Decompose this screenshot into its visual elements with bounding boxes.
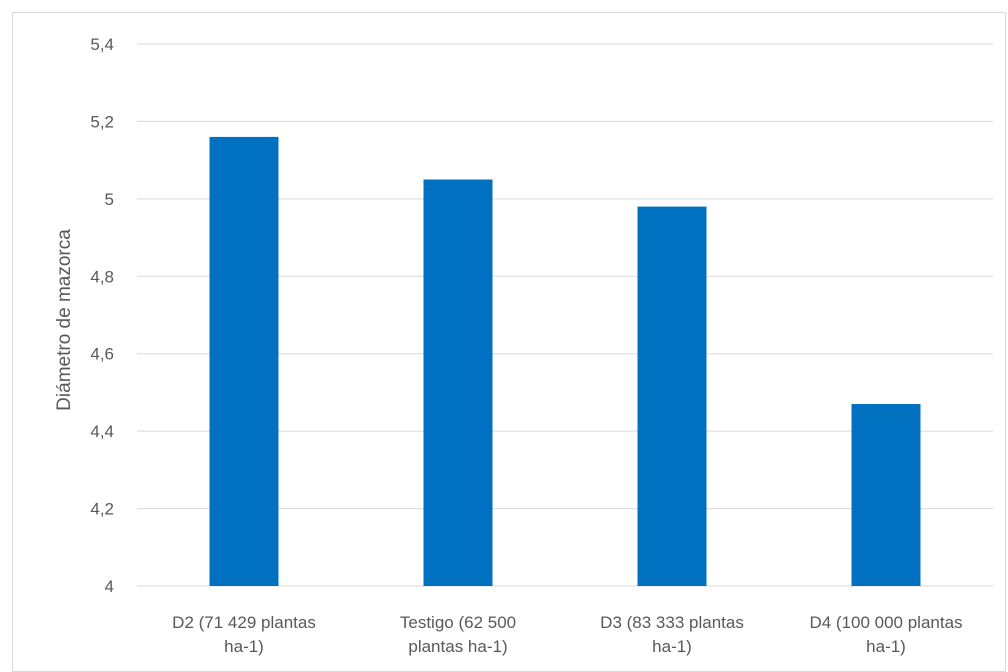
y-tick-label: 4,8 <box>90 267 114 286</box>
bar <box>637 206 707 586</box>
y-tick-label: 5 <box>105 190 114 209</box>
bar <box>209 136 279 586</box>
y-tick-labels: 4 4,2 4,4 4,6 4,8 5 5,2 5,4 <box>90 35 114 596</box>
x-tick-label: Testigo (62 500 plantas ha-1) <box>400 613 516 656</box>
y-axis-label: Diámetro de mazorca <box>54 229 75 411</box>
y-tick-label: 4,6 <box>90 345 114 364</box>
x-tick-labels: D2 (71 429 plantas ha-1) Testigo (62 500 pl… <box>172 613 962 656</box>
x-tick-label: D2 (71 429 plantas ha-1) <box>172 613 316 656</box>
bars <box>209 136 921 586</box>
y-tick-label: 4 <box>105 577 114 596</box>
x-tick-label: D4 (100 000 plantas ha-1) <box>809 613 962 656</box>
y-tick-label: 5,4 <box>90 35 114 54</box>
chart-frame <box>12 12 1006 672</box>
y-tick-label: 5,2 <box>90 112 114 131</box>
x-tick-label: D3 (83 333 plantas ha-1) <box>600 613 744 656</box>
bar <box>423 179 493 586</box>
gridlines <box>137 43 993 587</box>
bar <box>851 404 921 586</box>
y-tick-label: 4,2 <box>90 500 114 519</box>
y-tick-label: 4,4 <box>90 422 114 441</box>
